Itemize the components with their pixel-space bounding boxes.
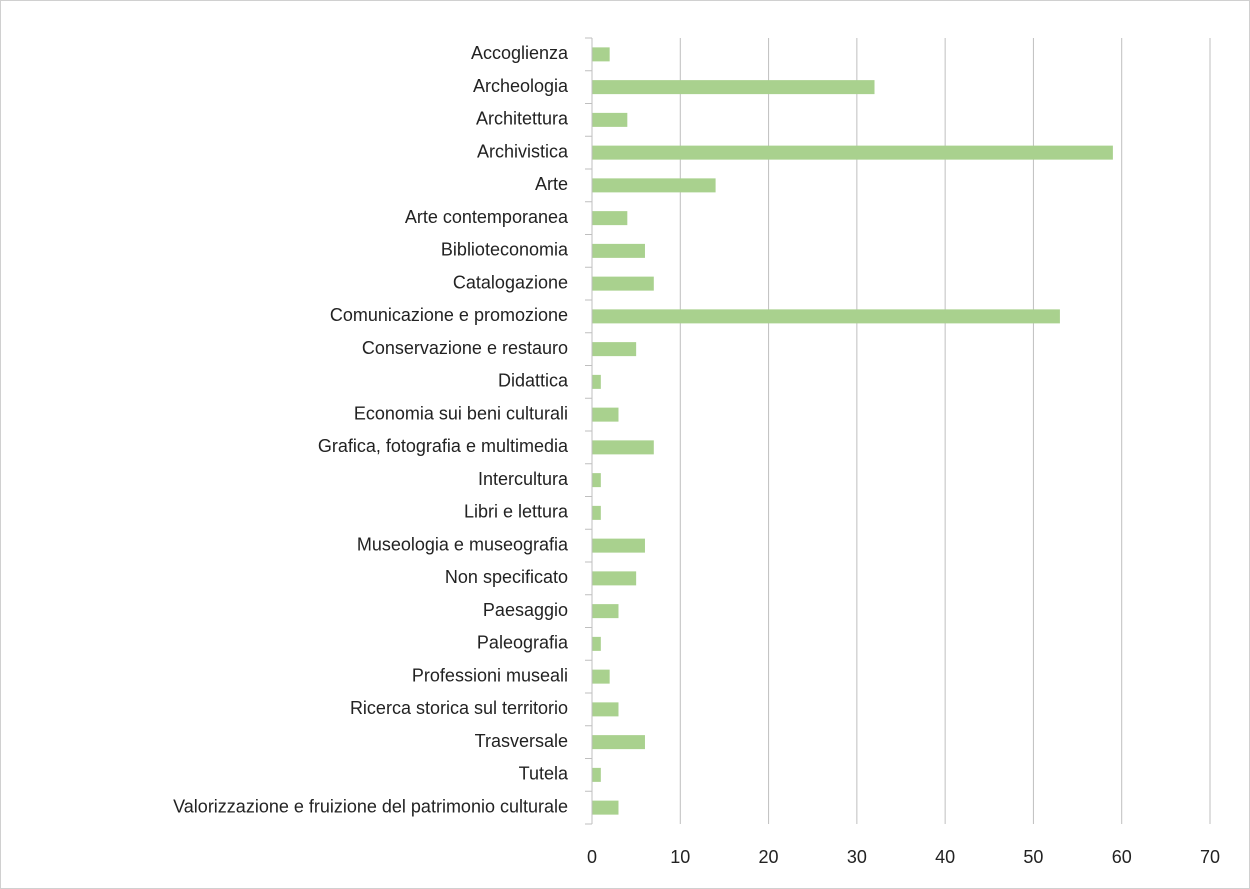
bar bbox=[592, 112, 628, 127]
x-tick-label: 0 bbox=[587, 847, 597, 867]
y-tick-label: Libri e lettura bbox=[464, 502, 569, 522]
x-tick-label: 70 bbox=[1200, 847, 1220, 867]
bar bbox=[592, 440, 654, 455]
bar bbox=[592, 47, 610, 62]
y-tick-label: Arte contemporanea bbox=[405, 207, 569, 227]
bar bbox=[592, 767, 601, 782]
y-tick-label: Arte bbox=[535, 174, 568, 194]
bar bbox=[592, 702, 619, 717]
y-tick-label: Paesaggio bbox=[483, 600, 568, 620]
bar bbox=[592, 735, 645, 750]
bar bbox=[592, 211, 628, 226]
bar bbox=[592, 571, 637, 586]
y-tick-label: Archeologia bbox=[473, 76, 569, 96]
x-tick-label: 10 bbox=[670, 847, 690, 867]
y-tick-label: Didattica bbox=[498, 371, 569, 391]
bar bbox=[592, 374, 601, 389]
bar bbox=[592, 309, 1060, 324]
bar bbox=[592, 243, 645, 258]
bar bbox=[592, 407, 619, 422]
bar bbox=[592, 636, 601, 651]
y-tick-label: Intercultura bbox=[478, 469, 569, 489]
y-tick-label: Trasversale bbox=[475, 731, 568, 751]
y-tick-label: Biblioteconomia bbox=[441, 240, 569, 260]
bar bbox=[592, 538, 645, 553]
y-tick-label: Catalogazione bbox=[453, 272, 568, 292]
bar bbox=[592, 80, 875, 95]
bar bbox=[592, 669, 610, 684]
bar bbox=[592, 145, 1113, 160]
y-tick-label: Archivistica bbox=[477, 141, 569, 161]
y-tick-label: Comunicazione e promozione bbox=[330, 305, 568, 325]
y-tick-label: Accoglienza bbox=[471, 43, 569, 63]
x-tick-label: 40 bbox=[935, 847, 955, 867]
bar bbox=[592, 505, 601, 520]
bar bbox=[592, 342, 637, 357]
y-tick-label: Tutela bbox=[519, 764, 569, 784]
y-tick-label: Museologia e museografia bbox=[357, 534, 569, 554]
x-tick-label: 50 bbox=[1023, 847, 1043, 867]
y-tick-label: Non specificato bbox=[445, 567, 568, 587]
x-tick-label: 20 bbox=[759, 847, 779, 867]
x-tick-label: 60 bbox=[1112, 847, 1132, 867]
y-tick-label: Grafica, fotografia e multimedia bbox=[318, 436, 569, 456]
y-tick-label: Ricerca storica sul territorio bbox=[350, 698, 568, 718]
bar bbox=[592, 473, 601, 488]
y-tick-label: Professioni museali bbox=[412, 665, 568, 685]
x-tick-label: 30 bbox=[847, 847, 867, 867]
y-tick-label: Architettura bbox=[476, 109, 569, 129]
bar bbox=[592, 800, 619, 815]
bar bbox=[592, 276, 654, 291]
y-tick-label: Economia sui beni culturali bbox=[354, 403, 568, 423]
bar bbox=[592, 178, 716, 193]
y-tick-label: Conservazione e restauro bbox=[362, 338, 568, 358]
y-tick-label: Paleografia bbox=[477, 633, 569, 653]
y-tick-label: Valorizzazione e fruizione del patrimoni… bbox=[173, 796, 568, 816]
bar bbox=[592, 604, 619, 619]
